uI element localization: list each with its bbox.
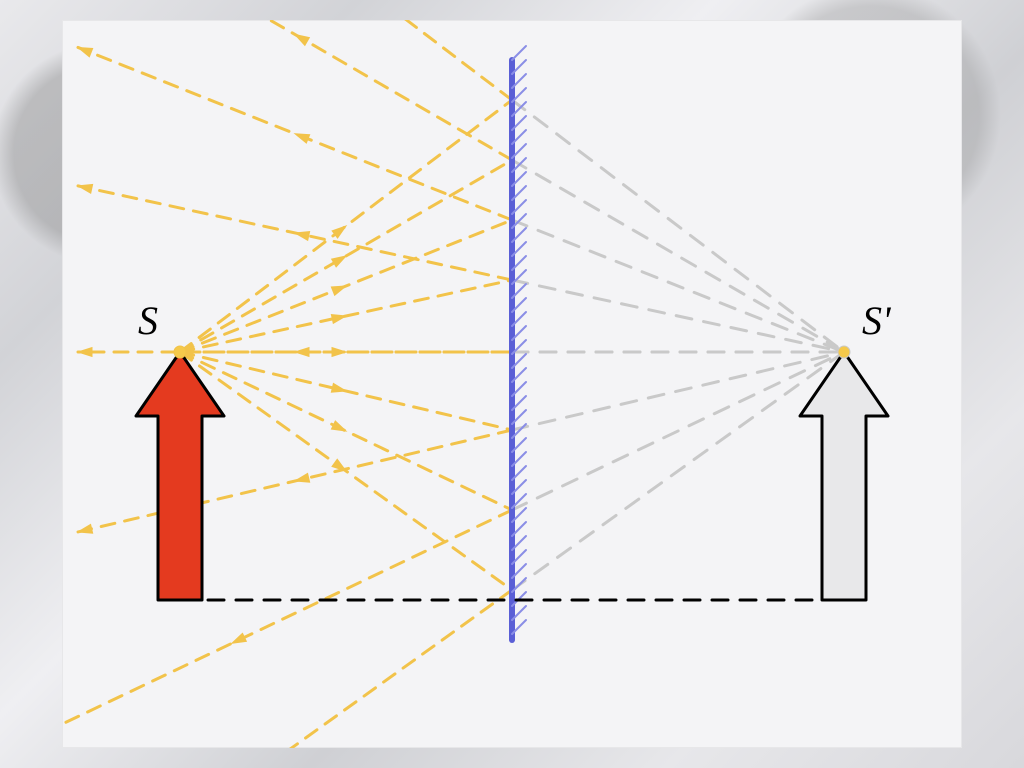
mirror: [512, 46, 526, 640]
diagram-panel: S S': [62, 20, 962, 748]
incident-reflected-rays: [62, 20, 512, 748]
source-label: S: [138, 298, 158, 343]
virtual-rays: [512, 100, 844, 590]
image-label: S': [862, 298, 892, 343]
marble-background: S S': [0, 0, 1024, 768]
diagram-svg: S S': [62, 20, 962, 748]
